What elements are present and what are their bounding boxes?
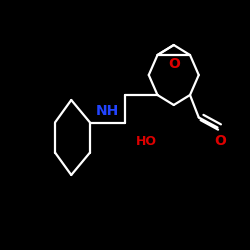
- Text: O: O: [168, 57, 180, 71]
- Text: HO: HO: [136, 135, 157, 148]
- Text: NH: NH: [96, 104, 119, 118]
- Text: O: O: [214, 134, 226, 148]
